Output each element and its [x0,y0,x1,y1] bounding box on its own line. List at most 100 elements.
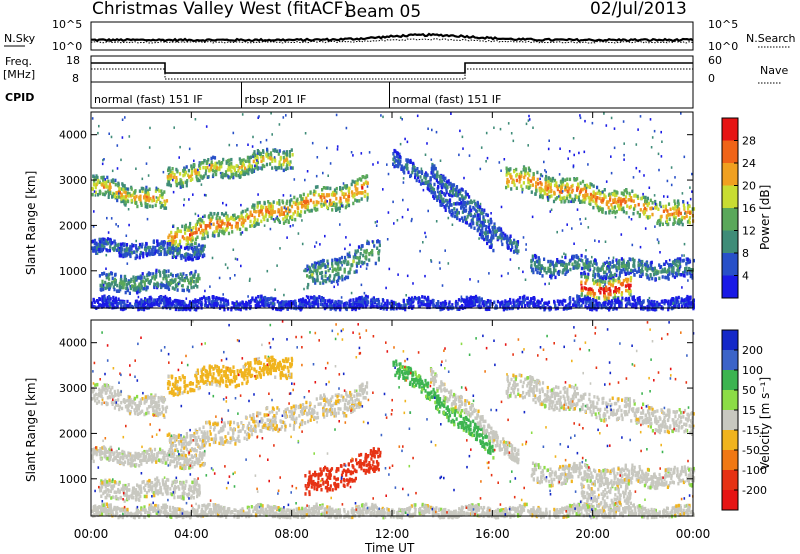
echo-cell [274,159,277,163]
echo-cell [390,304,393,309]
echo-cell [392,305,395,309]
echo-cell [248,214,251,219]
echo-cell [145,246,148,251]
echo-cell [506,234,509,239]
echo-cell [536,270,539,275]
echo-cell [234,304,237,308]
echo-cell [190,230,193,235]
echo-cell [605,285,608,289]
echo-cell [179,229,182,233]
echo-cell [518,172,521,177]
echo-cell [279,301,282,305]
echo-cell [306,264,309,268]
echo-cell [652,307,655,312]
echo-cell [253,218,256,222]
echo-cell [213,234,216,238]
echo-cell [431,186,434,190]
echo-cell [187,228,191,232]
echo-cell [147,280,150,284]
echo-cell [147,191,150,195]
echo-cell [91,192,94,197]
echo-cell [244,209,247,213]
echo-cell [662,262,666,266]
echo-cell [576,177,579,181]
echo-cell [202,161,205,165]
echo-cell [580,286,583,290]
echo-cell [178,280,181,285]
echo-cell [125,245,128,249]
echo-cell [625,188,628,192]
echo-cell [609,198,612,202]
echo-cell [204,226,207,230]
echo-cell [117,245,120,249]
echo-cell [603,287,606,291]
echo-cell [354,198,357,202]
echo-cell [324,202,327,206]
echo-cell [668,272,671,276]
echo-cell [592,281,596,286]
echo-cell [238,175,241,179]
echo-cell [221,175,224,180]
echo-cell [238,218,241,222]
echo-cell [218,229,221,233]
echo-cell [617,290,621,294]
echo-cell [348,302,351,306]
echo-cell [216,220,219,225]
echo-cell [233,166,236,170]
echo-cell [112,295,115,300]
echo-cell [92,174,95,179]
echo-cell [316,275,319,279]
echo-cell [593,266,596,271]
echo-cell [312,265,315,269]
echo-cell [628,257,631,261]
echo-cell [464,301,467,305]
echo-cell [646,268,649,273]
echo-cell [122,281,125,286]
echo-cell [328,298,331,303]
echo-cell [574,303,577,308]
echo-cell [531,301,534,305]
echo-cell [541,195,544,200]
echo-cell [492,233,495,238]
echo-cell [402,298,405,303]
echo-cell [202,253,205,257]
echo-cell [463,200,467,205]
echo-cell [239,161,242,165]
echo-cell [113,287,116,292]
echo-cell [547,179,550,184]
echo-cell [676,268,679,273]
echo-cell [102,178,105,182]
echo-cell [286,166,289,171]
echo-cell [252,159,255,164]
echo-cell [288,303,291,308]
echo-cell [338,257,341,261]
echo-cell [94,190,97,195]
echo-cell [331,262,334,266]
echo-cell [689,274,692,279]
echo-cell [352,255,355,259]
echo-cell [588,199,591,204]
echo-cell [579,181,582,185]
echo-cell [195,177,199,181]
echo-cell [599,191,602,196]
echo-cell [177,302,180,306]
echo-cell [652,272,656,277]
echo-cell [437,195,440,199]
echo-cell [664,207,667,212]
echo-cell [543,257,546,261]
echo-cell [576,255,579,260]
echo-cell [583,262,586,266]
echo-cell [617,280,620,284]
echo-cell [458,202,461,206]
echo-cell [267,155,270,160]
echo-cell [300,307,303,311]
echo-cell [562,298,565,303]
echo-cell [317,200,320,205]
echo-cell [361,191,364,195]
echo-cell [245,306,248,311]
echo-cell [623,264,626,269]
echo-cell [235,221,238,226]
echo-cell [532,296,535,300]
echo-cell [668,217,671,222]
echo-cell [598,196,601,201]
